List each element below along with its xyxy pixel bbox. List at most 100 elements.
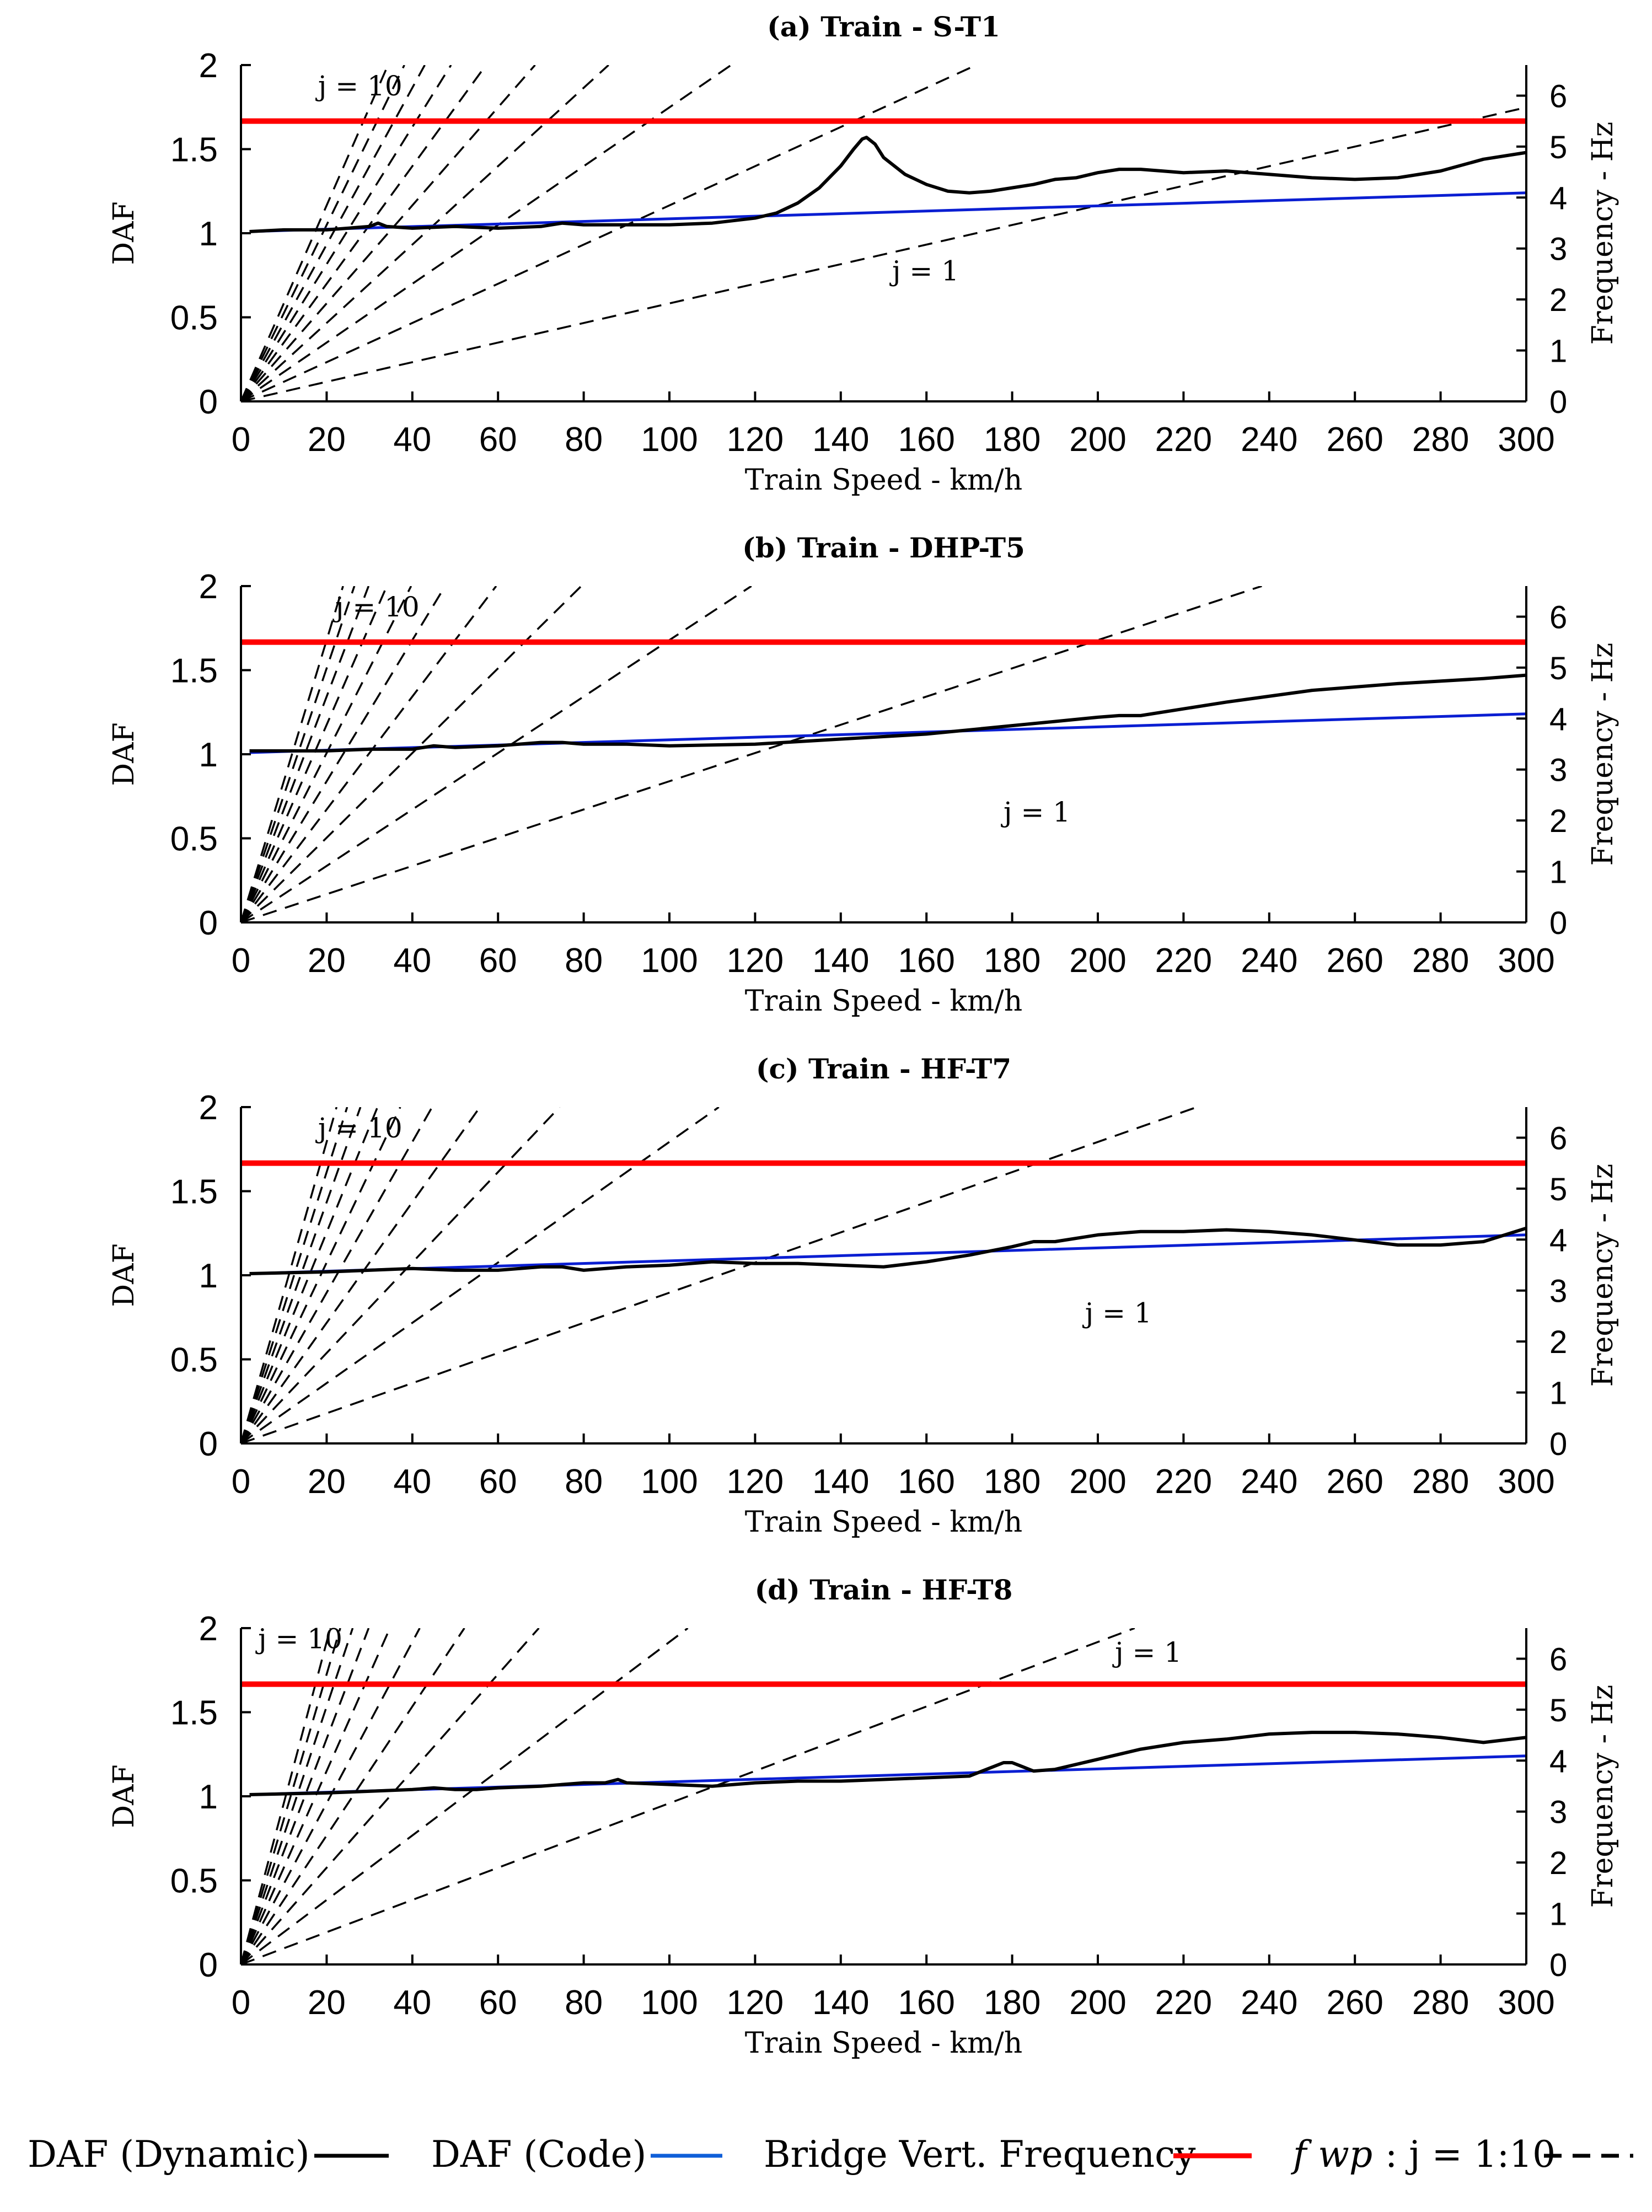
x-tick-label: 260 <box>1326 942 1383 980</box>
y-tick-label: 0.5 <box>170 299 218 337</box>
x-tick-label: 180 <box>984 421 1040 459</box>
x-tick-label: 0 <box>232 942 250 980</box>
x-tick-label: 200 <box>1069 1463 1126 1501</box>
chart-title: (a) Train - S-T1 <box>767 10 1000 43</box>
x-tick-label: 260 <box>1326 421 1383 459</box>
label-j10: j = 10 <box>255 1623 342 1655</box>
fwp-line-j4 <box>241 1107 481 1443</box>
y-tick-label: 2 <box>199 1610 218 1648</box>
fwp-line-j2 <box>241 65 977 401</box>
x-tick-label: 220 <box>1155 1463 1212 1501</box>
y-tick-label: 2 <box>199 568 218 606</box>
x-tick-label: 120 <box>727 1984 784 2022</box>
x-tick-label: 0 <box>232 421 250 459</box>
x-tick-label: 100 <box>641 942 698 980</box>
label-j1: j = 1 <box>889 255 959 287</box>
x-tick-label: 140 <box>812 1463 869 1501</box>
y-tick-label: 0.5 <box>170 820 218 858</box>
label-j1: j = 1 <box>1112 1636 1182 1668</box>
fwp-line-j10 <box>241 586 344 922</box>
y-axis-label: DAF <box>108 201 141 265</box>
fwp-line-j6 <box>241 1628 391 1964</box>
x-tick-label: 20 <box>308 1463 346 1501</box>
fwp-line-j2 <box>241 1107 720 1443</box>
y-tick-label: 1.5 <box>170 652 218 690</box>
fwp-line-j5 <box>241 1107 433 1443</box>
x-axis-label: Train Speed - km/h <box>745 2027 1022 2060</box>
y-axis-label: DAF <box>108 1764 141 1828</box>
chart-title: (d) Train - HF-T8 <box>755 1574 1013 1606</box>
y2-tick-label: 4 <box>1549 180 1567 216</box>
daf-dynamic-line <box>249 136 1527 233</box>
x-tick-label: 20 <box>308 421 346 459</box>
y2-tick-label: 4 <box>1549 1743 1567 1779</box>
y2-tick-label: 1 <box>1549 1376 1567 1411</box>
x-tick-label: 160 <box>898 942 954 980</box>
y2-axis-label: Frequency - Hz <box>1586 1164 1619 1387</box>
x-tick-label: 60 <box>479 1463 517 1501</box>
y2-tick-label: 5 <box>1549 130 1567 165</box>
x-tick-label: 220 <box>1155 1984 1212 2022</box>
fwp-line-j4 <box>241 1628 465 1964</box>
x-tick-label: 300 <box>1498 421 1554 459</box>
x-tick-label: 180 <box>984 942 1040 980</box>
fwp-line-j8 <box>241 65 426 401</box>
fwp-line-j1 <box>241 1107 1198 1443</box>
fwp-line-j8 <box>241 586 370 922</box>
y2-axis-label: Frequency - Hz <box>1586 1685 1619 1908</box>
fwp-line-j8 <box>241 1628 354 1964</box>
y-tick-label: 0.5 <box>170 1862 218 1900</box>
chart-panel-3: (c) Train - HF-T7j = 10j = 10 20 40 60 80 100… <box>108 1053 1619 1539</box>
label-j1: j = 1 <box>1082 1297 1152 1329</box>
x-tick-label: 220 <box>1155 421 1212 459</box>
x-tick-label: 280 <box>1412 1463 1469 1501</box>
fwp-line-j8 <box>241 1107 362 1443</box>
x-tick-label: 260 <box>1326 1984 1383 2022</box>
x-tick-label: 140 <box>812 1984 869 2022</box>
y2-tick-label: 6 <box>1549 1120 1567 1156</box>
y2-tick-label: 0 <box>1549 1947 1567 1983</box>
x-tick-label: 60 <box>479 421 517 459</box>
x-tick-label: 40 <box>393 942 431 980</box>
fwp-line-j6 <box>241 586 412 922</box>
legend-frequency-label: Bridge Vert. Frequency <box>764 2133 1196 2176</box>
x-tick-label: 100 <box>641 421 698 459</box>
x-tick-label: 140 <box>812 421 869 459</box>
fwp-line-j6 <box>241 65 487 401</box>
x-axis-label: Train Speed - km/h <box>745 464 1022 497</box>
y2-tick-label: 2 <box>1549 1845 1567 1881</box>
label-j10: j = 10 <box>315 1112 403 1144</box>
fwp-lines <box>241 65 1526 401</box>
x-tick-label: 40 <box>393 1984 431 2022</box>
x-tick-label: 200 <box>1069 942 1126 980</box>
fwp-line-j5 <box>241 1628 421 1964</box>
chart-panel-2: (b) Train - DHP-T5j = 10j = 10 20 40 60 80 10… <box>108 531 1619 1018</box>
label-j10: j = 10 <box>315 70 403 102</box>
y2-tick-label: 5 <box>1549 1693 1567 1728</box>
x-tick-label: 20 <box>308 942 346 980</box>
y-axis-label: DAF <box>108 1243 141 1307</box>
fwp-line-j9 <box>241 586 356 922</box>
y2-tick-label: 3 <box>1549 1795 1567 1830</box>
x-tick-label: 180 <box>984 1984 1040 2022</box>
chart-panel-4: (d) Train - HF-T8j = 10 j = 10 20 40 60 80 100… <box>108 1574 1619 2060</box>
x-tick-label: 0 <box>232 1984 250 2022</box>
y2-tick-label: 0 <box>1549 905 1567 941</box>
x-tick-label: 80 <box>565 1984 603 2022</box>
fwp-line-j7 <box>241 1628 370 1964</box>
fwp-line-j7 <box>241 586 388 922</box>
x-tick-label: 160 <box>898 1463 954 1501</box>
x-tick-label: 100 <box>641 1463 698 1501</box>
label-j10: j = 10 <box>332 591 420 623</box>
x-tick-label: 280 <box>1412 1984 1469 2022</box>
x-axis-label: Train Speed - km/h <box>745 985 1022 1018</box>
fwp-line-j4 <box>241 586 497 922</box>
y2-tick-label: 5 <box>1549 651 1567 686</box>
x-axis-label: Train Speed - km/h <box>745 1506 1022 1539</box>
x-tick-label: 120 <box>727 421 784 459</box>
y2-axis-label: Frequency - Hz <box>1586 122 1619 345</box>
daf-dynamic-line <box>249 673 1527 753</box>
fwp-line-j9 <box>241 1107 348 1443</box>
x-tick-label: 280 <box>1412 942 1469 980</box>
fwp-line-j1 <box>241 106 1526 401</box>
